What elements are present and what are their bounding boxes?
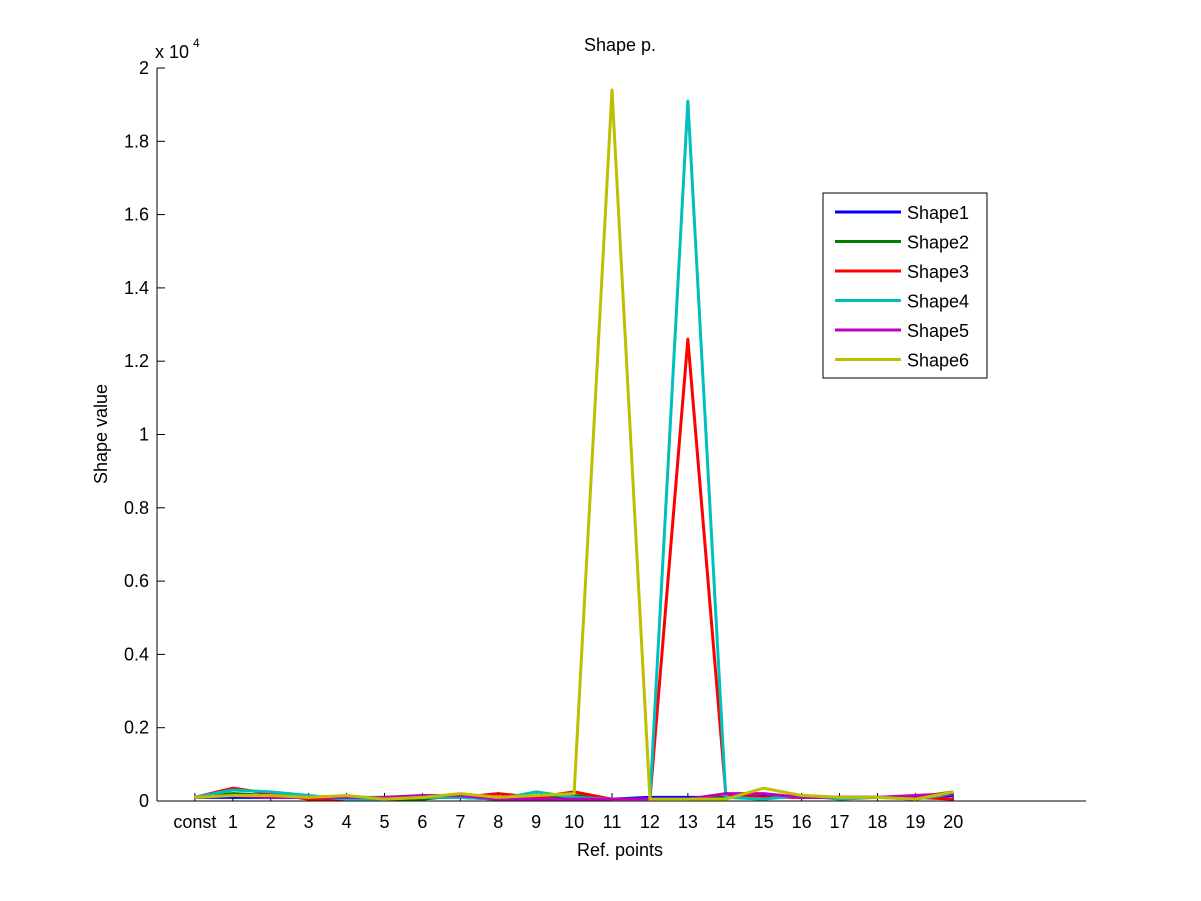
legend-item-shape1: Shape1	[835, 203, 969, 223]
y-tick-label: 0.4	[124, 644, 149, 664]
y-tick-label: 0	[139, 791, 149, 811]
x-tick-label: 14	[716, 812, 736, 832]
x-tick-label: 13	[678, 812, 698, 832]
legend-label: Shape2	[907, 233, 969, 253]
x-axis-label: Ref. points	[577, 840, 663, 860]
legend-label: Shape4	[907, 292, 969, 312]
x-tick-label: 4	[342, 812, 352, 832]
legend-label: Shape1	[907, 203, 969, 223]
x-tick-label: 17	[830, 812, 850, 832]
x-tick-label: 8	[493, 812, 503, 832]
y-exponent: x 10 4	[155, 36, 200, 62]
x-tick-label: 5	[380, 812, 390, 832]
legend: Shape1 Shape2 Shape3 Shape4 Shape5 Shape6	[822, 192, 988, 379]
x-tick-label: 1	[228, 812, 238, 832]
y-tick-label: 0.2	[124, 718, 149, 738]
x-tick-label: 15	[754, 812, 774, 832]
x-tick-label: 9	[531, 812, 541, 832]
x-tick-label: 12	[640, 812, 660, 832]
y-tick-label: 1	[139, 425, 149, 445]
legend-box	[822, 192, 988, 379]
legend-item-shape4: Shape4	[835, 292, 969, 312]
y-tick-label: 1.4	[124, 278, 149, 298]
y-exponent-power: 4	[193, 36, 200, 50]
x-tick-label: 16	[792, 812, 812, 832]
y-tick-label: 1.8	[124, 131, 149, 151]
y-tick-label: 1.6	[124, 205, 149, 225]
y-tick-label: 0.8	[124, 498, 149, 518]
chart-title: Shape p.	[584, 35, 656, 55]
y-axis-label: Shape value	[91, 384, 111, 484]
legend-label: Shape6	[907, 351, 969, 371]
x-tick-label: 3	[304, 812, 314, 832]
legend-item-shape2: Shape2	[835, 233, 969, 253]
series-line-shape6	[194, 88, 954, 801]
x-tick-label: 7	[455, 812, 465, 832]
x-tick-label: 11	[603, 812, 622, 832]
x-tick-label: 18	[867, 812, 887, 832]
legend-item-shape5: Shape5	[835, 321, 969, 341]
y-tick-label: 1.2	[124, 351, 149, 371]
x-tick-label: 20	[943, 812, 963, 832]
y-tick-label: 0.6	[124, 571, 149, 591]
legend-label: Shape5	[907, 321, 969, 341]
x-tick-label: const	[173, 812, 216, 832]
x-tick-label: 2	[266, 812, 276, 832]
x-tick-label: 6	[417, 812, 427, 832]
legend-item-shape6: Shape6	[835, 351, 969, 371]
x-tick-label: 10	[564, 812, 584, 832]
x-tick-label: 19	[905, 812, 925, 832]
y-exponent-base: x 10	[155, 42, 189, 62]
y-tick-label: 2	[139, 58, 149, 78]
legend-item-shape3: Shape3	[835, 262, 969, 282]
legend-label: Shape3	[907, 262, 969, 282]
